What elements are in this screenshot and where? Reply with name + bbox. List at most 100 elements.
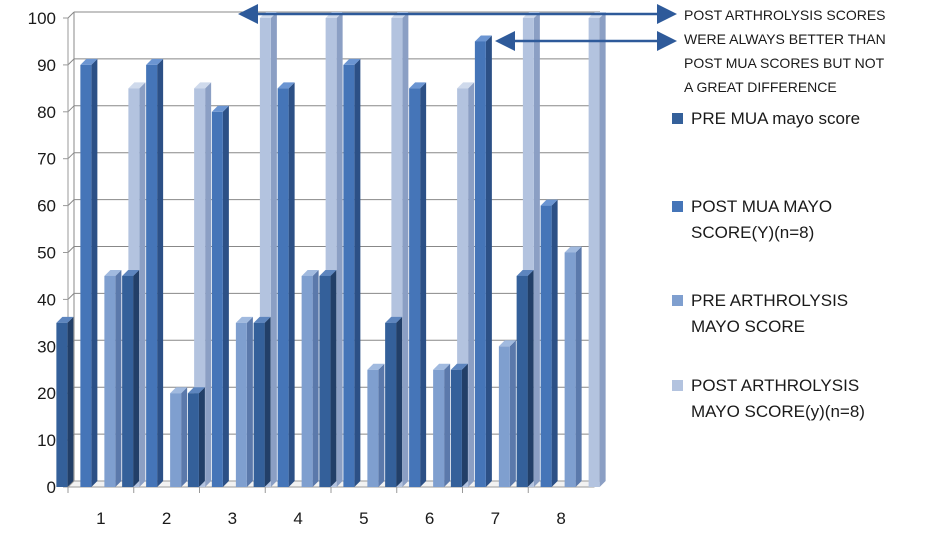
bar-side xyxy=(115,269,122,487)
bar-top xyxy=(564,246,582,253)
gridline-depth xyxy=(67,293,75,300)
bar-top xyxy=(343,58,361,65)
bar-front xyxy=(277,88,289,487)
bar-top xyxy=(122,269,140,276)
y-tick-label: 40 xyxy=(37,290,56,309)
bar xyxy=(319,269,337,487)
bar-front xyxy=(343,64,355,488)
bar xyxy=(516,269,534,487)
annotation-text: POST MUA SCORES BUT NOT xyxy=(684,55,885,71)
bar-top xyxy=(128,82,146,89)
legend-label: MAYO SCORE xyxy=(691,317,805,336)
bar xyxy=(235,316,253,487)
bar-front xyxy=(391,18,403,487)
x-tick-label: 3 xyxy=(228,509,237,528)
annotation-text: WERE ALWAYS BETTER THAN xyxy=(684,31,886,47)
bar-top xyxy=(235,316,253,323)
y-tick-label: 70 xyxy=(37,150,56,169)
bar-front xyxy=(588,18,600,487)
bar-front xyxy=(325,18,337,487)
y-tick-label: 10 xyxy=(37,431,56,450)
bar xyxy=(367,363,385,487)
bar-front xyxy=(433,369,445,487)
bar-front xyxy=(104,275,116,487)
bar-side xyxy=(533,12,540,487)
bar-front xyxy=(170,393,182,487)
y-tick-label: 60 xyxy=(37,197,56,216)
bar-side xyxy=(91,58,98,488)
bar xyxy=(253,316,271,487)
legend-label: SCORE(Y)(n=8) xyxy=(691,223,814,242)
bar-front xyxy=(80,64,92,488)
bar-side xyxy=(468,82,475,487)
bar-top xyxy=(170,387,188,394)
bar-top xyxy=(56,316,74,323)
y-tick-label: 20 xyxy=(37,384,56,403)
legend-swatch xyxy=(672,295,683,306)
gridline-depth xyxy=(67,11,75,19)
legend-label: PRE MUA mayo score xyxy=(691,109,860,128)
bar-side xyxy=(378,363,385,487)
bar-side xyxy=(336,12,343,487)
bar xyxy=(194,82,212,487)
legend-label: PRE ARTHROLYSIS xyxy=(691,291,848,310)
bar-side xyxy=(461,363,468,487)
bar-front xyxy=(564,252,576,487)
x-tick-label: 6 xyxy=(425,509,434,528)
bar xyxy=(146,58,164,488)
bar-top xyxy=(474,35,492,42)
bar-front xyxy=(253,322,265,487)
annotation: POST ARTHROLYSIS SCORES WERE ALWAYS BETTE… xyxy=(238,4,886,95)
bar-side xyxy=(551,199,558,487)
x-tick-label: 2 xyxy=(162,509,171,528)
bar-front xyxy=(259,18,271,487)
bar xyxy=(409,82,427,487)
bar-side xyxy=(264,316,271,487)
legend-swatch xyxy=(672,113,683,124)
bar-side xyxy=(270,12,277,487)
gridline-depth xyxy=(67,246,75,253)
bar-side xyxy=(139,82,146,487)
legend-label: POST ARTHROLYSIS xyxy=(691,376,859,395)
bar-front xyxy=(516,275,528,487)
bar-front xyxy=(56,322,68,487)
x-tick-label: 5 xyxy=(359,509,368,528)
bar-top xyxy=(540,199,558,206)
bar xyxy=(474,35,492,487)
bar xyxy=(457,82,475,487)
bar-side xyxy=(354,58,361,488)
gridline-depth xyxy=(67,58,75,66)
y-tick-label: 0 xyxy=(47,478,56,497)
legend: PRE MUA mayo score POST MUA MAYO SCORE(Y)(… xyxy=(672,109,865,421)
bar-side xyxy=(198,387,205,487)
bar-front xyxy=(122,275,134,487)
bar-front xyxy=(367,369,379,487)
bar xyxy=(588,12,606,487)
bar-front xyxy=(522,18,534,487)
bar-top xyxy=(450,363,468,370)
bar-top xyxy=(409,82,427,89)
bar xyxy=(450,363,468,487)
bar-top xyxy=(301,269,319,276)
y-tick-label: 50 xyxy=(37,244,56,263)
legend-swatch xyxy=(672,201,683,212)
bar xyxy=(104,269,122,487)
bar-side xyxy=(246,316,253,487)
annotation-text: POST ARTHROLYSIS SCORES xyxy=(684,7,886,23)
bar-side xyxy=(527,269,534,487)
bar-front xyxy=(474,41,486,487)
bar-top xyxy=(211,105,229,112)
bar-top xyxy=(385,316,403,323)
bar-side xyxy=(288,82,295,487)
bar xyxy=(56,316,74,487)
bar-side xyxy=(181,387,188,487)
bar xyxy=(343,58,361,488)
y-tick-label: 100 xyxy=(28,9,56,28)
bar-top xyxy=(146,58,164,65)
x-tick-label: 7 xyxy=(491,509,500,528)
bar-top xyxy=(277,82,295,89)
bar-side xyxy=(444,363,451,487)
bar-top xyxy=(433,363,451,370)
bar xyxy=(301,269,319,487)
bar-side xyxy=(485,35,492,487)
